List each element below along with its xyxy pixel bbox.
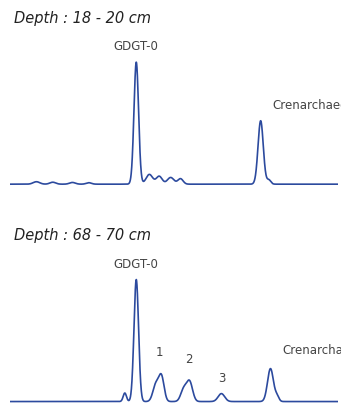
Text: Crenarchaeol: Crenarchaeol <box>272 99 341 112</box>
Text: Depth : 68 - 70 cm: Depth : 68 - 70 cm <box>14 228 150 242</box>
Text: GDGT-0: GDGT-0 <box>114 257 159 270</box>
Text: Crenarchaeol: Crenarchaeol <box>282 344 341 356</box>
Text: 1: 1 <box>155 345 163 358</box>
Text: GDGT-0: GDGT-0 <box>114 40 159 53</box>
Text: Depth : 18 - 20 cm: Depth : 18 - 20 cm <box>14 11 150 26</box>
Text: 3: 3 <box>218 372 225 385</box>
Text: 2: 2 <box>185 352 192 365</box>
